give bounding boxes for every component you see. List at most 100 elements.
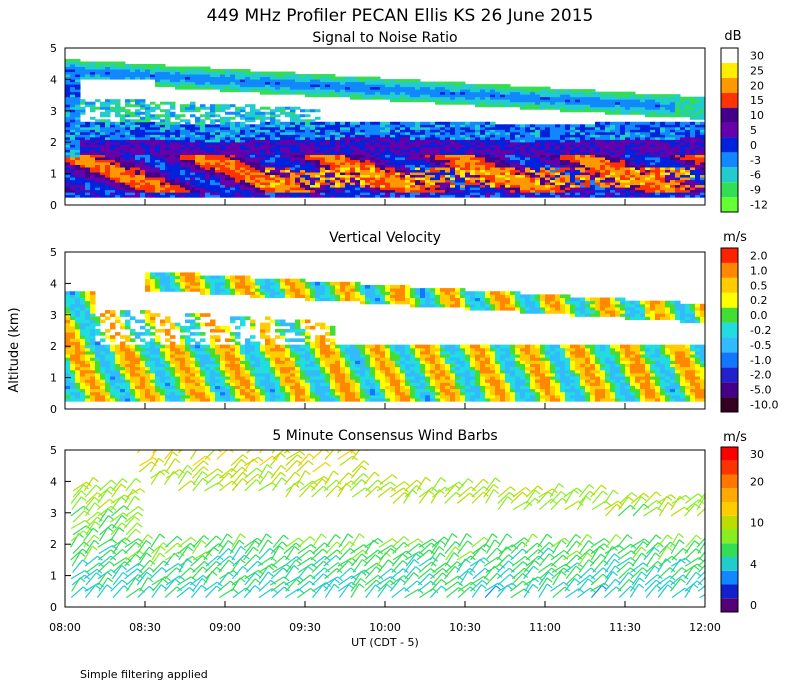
x-tick-label: 12:00	[689, 621, 721, 634]
snr-y-tick-label: 4	[50, 73, 57, 86]
wind-barbs-colorbar-swatch	[721, 543, 738, 557]
snr-colorbar-label: -9	[750, 184, 761, 197]
snr-colorbar-swatch	[721, 152, 738, 168]
vertical-velocity-colorbar-label: 1.0	[750, 264, 768, 277]
vertical-velocity-unit-label: m/s	[723, 230, 747, 245]
vertical-velocity-colorbar-swatch	[721, 277, 738, 293]
snr-colorbar-swatch	[721, 137, 738, 153]
vertical-velocity-y-tick-label: 3	[50, 309, 57, 322]
wind-barbs-colorbar-label: 30	[750, 448, 764, 461]
vertical-velocity-colorbar-swatch	[721, 337, 738, 353]
vertical-velocity-colorbar-label: 0.2	[750, 294, 768, 307]
y-axis-label: Altitude (km)	[7, 307, 22, 392]
wind-barbs-y-tick-label: 0	[50, 601, 57, 614]
vertical-velocity-colorbar-swatch	[721, 367, 738, 383]
snr-y-tick-label: 3	[50, 105, 57, 118]
wind-barbs-y-tick-label: 1	[50, 570, 57, 583]
wind-barbs-y-tick-label: 5	[50, 444, 57, 457]
snr-colorbar-swatch	[721, 62, 738, 78]
snr-field	[65, 58, 705, 198]
wind-barbs-colorbar-swatch	[721, 529, 738, 544]
snr-colorbar-label: 30	[750, 49, 764, 62]
snr-colorbar-swatch	[721, 107, 738, 123]
vertical-velocity-colorbar-swatch	[721, 352, 738, 368]
vertical-velocity-colorbar-label: -2.0	[750, 369, 771, 382]
wind-barbs-panel-title: 5 Minute Consensus Wind Barbs	[272, 428, 497, 444]
snr-colorbar-swatch	[721, 182, 738, 198]
x-tick-label: 10:00	[369, 621, 401, 634]
snr-unit-label: dB	[724, 29, 741, 44]
wind-barbs-colorbar-swatch	[721, 557, 738, 571]
snr-colorbar-label: 15	[750, 94, 764, 107]
wind-barbs-y-tick-label: 3	[50, 507, 57, 520]
vertical-velocity-panel-title: Vertical Velocity	[329, 230, 441, 246]
vertical-velocity-colorbar-swatch	[721, 397, 738, 412]
snr-colorbar-label: 5	[750, 124, 757, 137]
vertical-velocity-y-tick-label: 1	[50, 372, 57, 385]
wind-barbs-field	[70, 450, 705, 599]
snr-colorbar-swatch	[721, 197, 738, 212]
vertical-velocity-colorbar-swatch	[721, 292, 738, 308]
vertical-velocity-colorbar-label: 0.5	[750, 279, 768, 292]
chart-title: 449 MHz Profiler PECAN Ellis KS 26 June …	[207, 6, 594, 26]
snr-colorbar-label: -12	[750, 199, 768, 212]
wind-barbs-colorbar-swatch	[721, 515, 738, 530]
snr-y-tick-label: 0	[50, 199, 57, 212]
snr-panel-title: Signal to Noise Ratio	[312, 30, 457, 46]
snr-colorbar-label: 25	[750, 64, 764, 77]
snr-colorbar-swatch	[721, 77, 738, 93]
vertical-velocity-colorbar-label: -10.0	[750, 399, 778, 412]
snr-y-tick-label: 1	[50, 168, 57, 181]
wind-barbs-colorbar-swatch	[721, 598, 738, 612]
vertical-velocity-colorbar-swatch	[721, 322, 738, 338]
vertical-velocity-colorbar-label: 0.0	[750, 309, 768, 322]
snr-colorbar-swatch	[721, 48, 738, 63]
snr-y-tick-label: 2	[50, 136, 57, 149]
vertical-velocity-colorbar-swatch	[721, 382, 738, 398]
x-tick-label: 08:30	[129, 621, 161, 634]
wind-barbs-axes-frame	[64, 449, 706, 608]
snr-colorbar-swatch	[721, 92, 738, 108]
vertical-velocity-field	[65, 272, 705, 402]
wind-barbs-colorbar-label: 10	[750, 517, 764, 530]
wind-barbs-colorbar-swatch	[721, 447, 738, 461]
snr-y-tick-label: 5	[50, 42, 57, 55]
wind-barbs-colorbar-frame	[720, 446, 739, 613]
vertical-velocity-colorbar-label: -1.0	[750, 354, 771, 367]
snr-colorbar-label: -6	[750, 169, 761, 182]
x-tick-label: 11:00	[529, 621, 561, 634]
snr-colorbar-swatch	[721, 167, 738, 183]
wind-barbs-colorbar-swatch	[721, 570, 738, 585]
footnote: Simple filtering applied	[80, 668, 208, 681]
wind-barbs-colorbar-label: 20	[750, 475, 764, 488]
wind-barbs-colorbar-label: 4	[750, 558, 757, 571]
wind-barbs-y-tick-label: 2	[50, 538, 57, 551]
x-axis-label: UT (CDT - 5)	[351, 636, 419, 649]
snr-colorbar-label: 0	[750, 139, 757, 152]
wind-barbs-colorbar-swatch	[721, 474, 738, 489]
vertical-velocity-colorbar-label: 2.0	[750, 249, 768, 262]
x-tick-label: 11:30	[609, 621, 641, 634]
vertical-velocity-colorbar-label: -5.0	[750, 384, 771, 397]
vertical-velocity-y-tick-label: 0	[50, 403, 57, 416]
snr-colorbar-frame	[720, 47, 739, 213]
snr-colorbar-label: 20	[750, 79, 764, 92]
vertical-velocity-colorbar-swatch	[721, 307, 738, 323]
vertical-velocity-y-tick-label: 4	[50, 277, 57, 290]
x-tick-label: 09:00	[209, 621, 241, 634]
x-tick-label: 10:30	[449, 621, 481, 634]
wind-barbs-colorbar-swatch	[721, 584, 738, 599]
vertical-velocity-y-tick-label: 5	[50, 246, 57, 259]
wind-barbs-colorbar-swatch	[721, 502, 738, 516]
snr-colorbar-swatch	[721, 122, 738, 138]
wind-barbs-colorbar-swatch	[721, 460, 738, 475]
vertical-velocity-colorbar-swatch	[721, 262, 738, 278]
vertical-velocity-colorbar-frame	[720, 247, 739, 413]
snr-colorbar-label: -3	[750, 154, 761, 167]
vertical-velocity-colorbar-label: -0.2	[750, 324, 771, 337]
wind-barbs-colorbar-label: 0	[750, 599, 757, 612]
wind-barbs-y-tick-label: 4	[50, 475, 57, 488]
x-tick-label: 08:00	[49, 621, 81, 634]
vertical-velocity-colorbar-label: -0.5	[750, 339, 771, 352]
